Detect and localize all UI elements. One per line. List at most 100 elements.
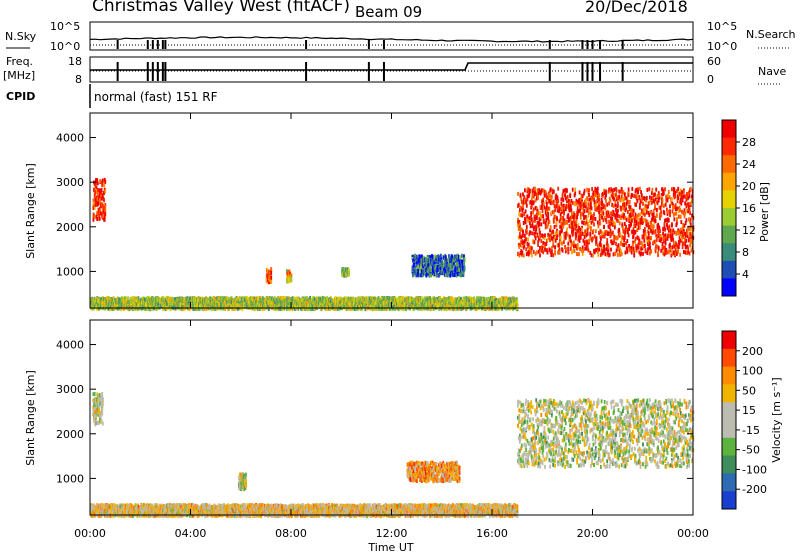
heatmap-cell: [613, 187, 615, 192]
heatmap-cell: [598, 217, 601, 222]
heatmap-cell: [677, 245, 680, 249]
heatmap-cell: [562, 189, 565, 194]
heatmap-cell: [658, 193, 661, 197]
heatmap-cell: [536, 216, 538, 221]
heatmap-cell: [520, 249, 523, 254]
heatmap-cell: [577, 245, 580, 250]
heatmap-cell: [172, 297, 175, 301]
heatmap-cell: [605, 199, 607, 204]
heatmap-cell: [648, 200, 651, 205]
heatmap-cell: [646, 240, 649, 244]
heatmap-cell: [531, 231, 534, 236]
heatmap-cell: [588, 210, 590, 215]
heatmap-cell: [627, 209, 629, 214]
heatmap-cell: [542, 214, 545, 219]
heatmap-cell: [144, 297, 146, 302]
heatmap-cell: [655, 208, 658, 212]
heatmap-cell: [681, 229, 683, 234]
heatmap-cell: [620, 207, 622, 212]
heatmap-cell: [156, 306, 158, 311]
heatmap-cell: [642, 217, 645, 222]
heatmap-cell: [613, 239, 615, 244]
heatmap-cell: [92, 297, 95, 302]
heatmap-cell: [420, 273, 423, 278]
heatmap-cell: [526, 241, 529, 246]
heatmap-cell: [559, 212, 562, 217]
heatmap-cell: [633, 250, 636, 255]
heatmap-cell: [91, 296, 94, 301]
heatmap-cell: [98, 296, 101, 301]
heatmap-cell: [522, 198, 525, 203]
heatmap-cell: [640, 246, 642, 251]
heatmap-cell: [585, 217, 588, 222]
heatmap-cell: [632, 227, 635, 231]
heatmap-cell: [270, 270, 273, 275]
heatmap-cell: [433, 260, 436, 265]
heatmap-cell: [586, 197, 589, 202]
heatmap-cell: [103, 217, 106, 222]
heatmap-cell: [551, 194, 553, 199]
heatmap-cell: [650, 196, 653, 201]
heatmap-cell: [270, 275, 273, 280]
heatmap-cell: [536, 233, 539, 238]
heatmap-cell: [93, 188, 95, 193]
heatmap-cell: [614, 251, 617, 256]
heatmap-cell: [532, 249, 535, 254]
heatmap-cell: [663, 233, 666, 238]
heatmap-cell: [542, 241, 545, 246]
heatmap-cell: [564, 220, 566, 225]
heatmap-cell: [636, 199, 639, 204]
heatmap-cell: [557, 186, 560, 191]
heatmap-cell: [595, 236, 598, 241]
heatmap-cell: [584, 246, 587, 251]
heatmap-cell: [97, 201, 100, 206]
heatmap-cell: [564, 193, 566, 198]
heatmap-cell: [582, 212, 585, 217]
heatmap-cell: [596, 186, 599, 191]
heatmap-cell: [559, 230, 561, 235]
heatmap-cell: [652, 212, 655, 217]
heatmap-cell: [574, 215, 577, 220]
heatmap-cell: [644, 231, 647, 236]
heatmap-cell: [636, 214, 639, 219]
heatmap-cell: [686, 234, 689, 239]
heatmap-cell: [596, 250, 599, 254]
heatmap-cell: [617, 243, 620, 248]
heatmap-cell: [671, 187, 673, 192]
heatmap-cell: [640, 190, 642, 195]
heatmap-cell: [518, 220, 521, 224]
heatmap-cell: [546, 201, 548, 206]
heatmap-cell: [587, 213, 590, 218]
heatmap-cell: [93, 215, 96, 220]
heatmap-cell: [525, 200, 528, 205]
heatmap-cell: [672, 205, 675, 209]
heatmap-cell: [668, 224, 671, 229]
heatmap-cell: [617, 208, 619, 213]
heatmap-cell: [652, 215, 654, 220]
heatmap-cell: [617, 219, 620, 224]
heatmap-cell: [425, 257, 428, 261]
heatmap-cell: [538, 221, 541, 226]
heatmap-cell: [544, 233, 546, 238]
heatmap-cell: [622, 236, 625, 240]
heatmap-cell: [563, 236, 566, 241]
heatmap-cell: [645, 223, 648, 228]
heatmap-cell: [689, 231, 691, 236]
nsky-label: N.Sky: [5, 30, 37, 43]
noise-axis-right-bottom: 10^0: [707, 40, 737, 53]
heatmap-cell: [610, 221, 613, 226]
heatmap-cell: [667, 190, 670, 194]
heatmap-cell: [666, 207, 668, 212]
heatmap-cell: [654, 206, 656, 211]
heatmap-cell: [600, 236, 602, 241]
heatmap-cell: [520, 200, 523, 205]
heatmap-cell: [554, 231, 557, 236]
heatmap-cell: [594, 186, 597, 191]
heatmap-cell: [527, 237, 529, 242]
heatmap-cell: [631, 186, 634, 191]
heatmap-cell: [541, 205, 543, 210]
heatmap-cell: [623, 243, 626, 247]
heatmap-cell: [637, 187, 639, 192]
heatmap-cell: [657, 229, 659, 233]
heatmap-cell: [658, 195, 661, 200]
